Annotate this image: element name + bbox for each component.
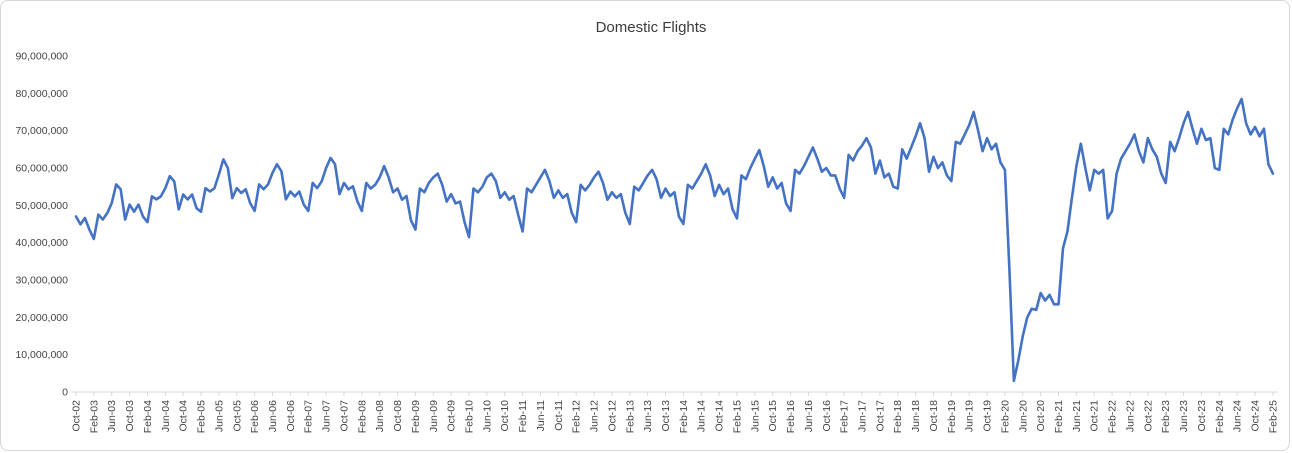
x-tick-label: Jun-15 bbox=[749, 400, 761, 432]
y-tick-label: 90,000,000 bbox=[15, 51, 68, 63]
x-tick-label: Feb-17 bbox=[839, 400, 851, 433]
x-tick-label: Oct-16 bbox=[821, 400, 833, 432]
x-tick-label: Feb-22 bbox=[1107, 400, 1119, 433]
x-tick-label: Jun-09 bbox=[428, 400, 440, 432]
x-tick-label: Feb-05 bbox=[196, 400, 208, 433]
x-tick-label: Oct-12 bbox=[606, 400, 618, 432]
x-tick-label: Jun-19 bbox=[964, 400, 976, 432]
x-tick-label: Jun-05 bbox=[213, 400, 225, 432]
x-tick-label: Oct-17 bbox=[874, 400, 886, 432]
x-axis-labels: Oct-02 Feb-03 Jun-03 Oct-03 Feb-04 Jun-04 Oct-… bbox=[71, 400, 1280, 433]
x-tick-label: Jun-18 bbox=[910, 400, 922, 432]
x-tick-label: Jun-04 bbox=[160, 400, 172, 432]
x-tick-label: Oct-21 bbox=[1089, 400, 1101, 432]
x-tick-label: Feb-24 bbox=[1214, 400, 1226, 433]
x-tick-label: Oct-22 bbox=[1142, 400, 1154, 432]
x-tick-label: Oct-09 bbox=[446, 400, 458, 432]
x-tick-label: Oct-15 bbox=[767, 400, 779, 432]
y-tick-label: 20,000,000 bbox=[15, 312, 68, 324]
x-tick-label: Feb-10 bbox=[464, 400, 476, 433]
x-tick-label: Oct-11 bbox=[553, 400, 565, 431]
x-tick-label: Jun-16 bbox=[803, 400, 815, 432]
x-tick-label: Feb-20 bbox=[999, 400, 1011, 433]
x-tick-label: Oct-14 bbox=[714, 400, 726, 432]
chart-title: Domestic Flights bbox=[596, 19, 707, 36]
x-tick-label: Feb-16 bbox=[785, 400, 797, 433]
x-tick-label: Feb-07 bbox=[303, 400, 315, 433]
x-tick-label: Jun-14 bbox=[696, 400, 708, 432]
x-tick-label: Jun-07 bbox=[321, 400, 333, 432]
x-tick-label: Feb-21 bbox=[1053, 400, 1065, 433]
x-tick-label: Oct-23 bbox=[1196, 400, 1208, 432]
x-tick-label: Feb-23 bbox=[1160, 400, 1172, 433]
x-tick-label: Jun-03 bbox=[106, 400, 118, 432]
x-tick-label: Oct-03 bbox=[124, 400, 136, 432]
x-tick-label: Jun-13 bbox=[642, 400, 654, 432]
x-tick-label: Feb-18 bbox=[892, 400, 904, 433]
y-tick-label: 70,000,000 bbox=[15, 125, 68, 137]
x-tick-label: Jun-08 bbox=[374, 400, 386, 432]
x-tick-label: Feb-12 bbox=[571, 400, 583, 433]
flights-line-series bbox=[74, 97, 1275, 383]
x-tick-label: Feb-19 bbox=[946, 400, 958, 433]
x-tick-label: Jun-11 bbox=[535, 400, 547, 431]
x-tick-label: Jun-06 bbox=[267, 400, 279, 432]
x-tick-label: Oct-08 bbox=[392, 400, 404, 432]
y-tick-label: 60,000,000 bbox=[15, 163, 68, 175]
x-tick-label: Jun-12 bbox=[589, 400, 601, 432]
x-tick-label: Feb-09 bbox=[410, 400, 422, 433]
y-tick-label: 10,000,000 bbox=[15, 349, 68, 361]
x-tick-label: Feb-04 bbox=[142, 400, 154, 433]
x-tick-label: Jun-10 bbox=[481, 400, 493, 432]
y-tick-label: 30,000,000 bbox=[15, 275, 68, 287]
x-tick-label: Feb-06 bbox=[249, 400, 261, 433]
x-tick-label: Oct-02 bbox=[71, 400, 83, 432]
x-tick-label: Jun-20 bbox=[1017, 400, 1029, 432]
y-tick-label: 50,000,000 bbox=[15, 200, 68, 212]
y-tick-label: 40,000,000 bbox=[15, 237, 68, 249]
x-tick-label: Feb-25 bbox=[1267, 400, 1279, 433]
x-tick-label: Feb-14 bbox=[678, 400, 690, 433]
x-tick-label: Feb-03 bbox=[88, 400, 100, 433]
x-tick-label: Oct-06 bbox=[285, 400, 297, 432]
x-tick-label: Jun-24 bbox=[1232, 400, 1244, 432]
x-tick-label: Feb-15 bbox=[731, 400, 743, 433]
x-tick-label: Jun-17 bbox=[857, 400, 869, 432]
x-tick-label: Jun-21 bbox=[1071, 400, 1083, 432]
x-tick-label: Oct-24 bbox=[1250, 400, 1262, 432]
x-tick-label: Oct-20 bbox=[1035, 400, 1047, 432]
x-tick-label: Oct-04 bbox=[178, 400, 190, 432]
x-tick-label: Oct-07 bbox=[338, 400, 350, 432]
x-tick-label: Feb-11 bbox=[517, 400, 529, 433]
y-axis-labels: 90,000,000 80,000,000 70,000,000 60,000,000… bbox=[15, 51, 68, 399]
x-tick-label: Feb-08 bbox=[356, 400, 368, 433]
x-axis bbox=[72, 391, 1278, 396]
y-tick-label: 0 bbox=[62, 387, 68, 399]
x-tick-label: Jun-22 bbox=[1124, 400, 1136, 432]
y-tick-label: 80,000,000 bbox=[15, 88, 68, 100]
x-tick-label: Feb-13 bbox=[624, 400, 636, 433]
x-tick-label: Oct-13 bbox=[660, 400, 672, 432]
x-tick-label: Oct-18 bbox=[928, 400, 940, 432]
x-tick-label: Oct-05 bbox=[231, 400, 243, 432]
x-tick-label: Oct-19 bbox=[982, 400, 994, 432]
x-tick-label: Jun-23 bbox=[1178, 400, 1190, 432]
x-tick-label: Oct-10 bbox=[499, 400, 511, 432]
